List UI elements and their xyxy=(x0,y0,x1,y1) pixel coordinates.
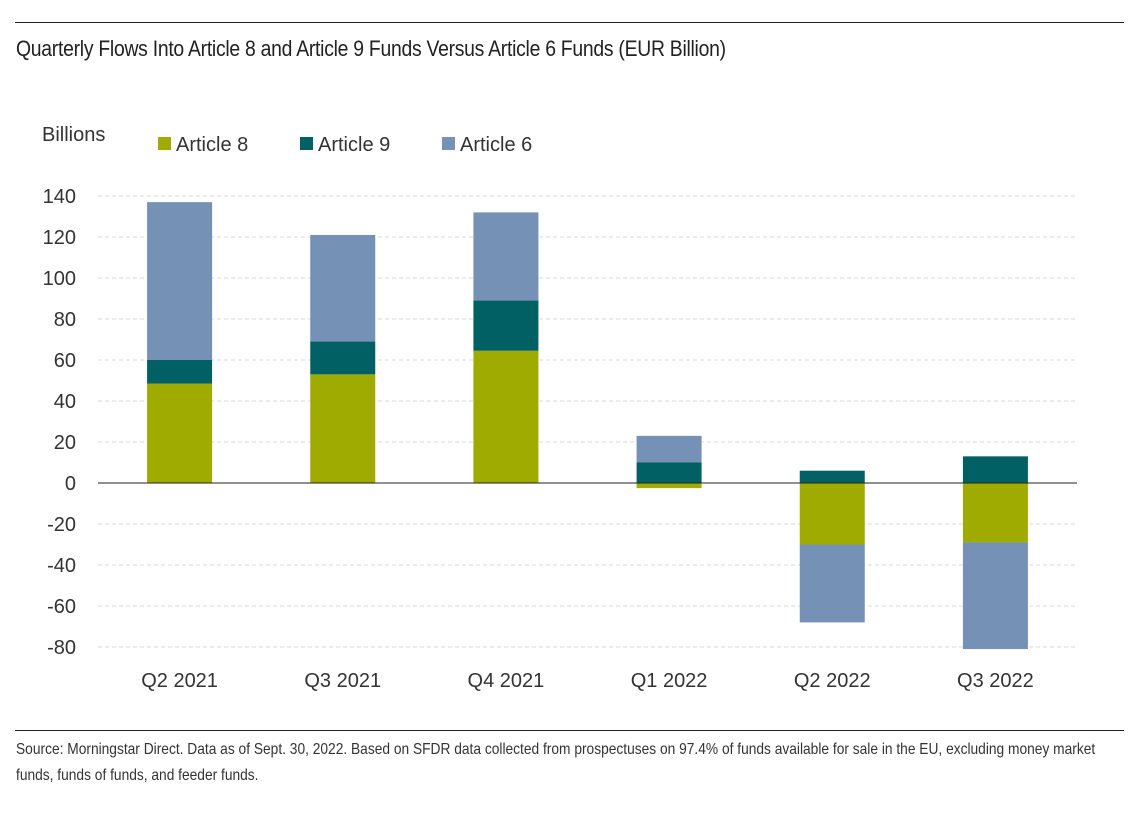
bottom-rule xyxy=(15,730,1124,731)
legend-swatch-1 xyxy=(158,137,171,150)
x-tick-label: Q3 2021 xyxy=(304,670,381,692)
source-note: Source: Morningstar Direct. Data as of S… xyxy=(16,741,1096,784)
bars xyxy=(147,202,1028,650)
bar-article-9-q2-2022 xyxy=(799,470,865,483)
legend: Article 8 Article 9 Article 6 xyxy=(158,134,532,156)
y-tick-label: 100 xyxy=(43,268,76,290)
bar-article-9-q3-2022 xyxy=(962,456,1028,483)
x-tick-label: Q3 2022 xyxy=(957,670,1034,692)
legend-label-3: Article 6 xyxy=(460,134,532,156)
bar-article-8-q3-2021 xyxy=(310,374,376,483)
bar-article-6-q3-2022 xyxy=(962,542,1028,650)
bar-article-9-q3-2021 xyxy=(310,341,376,375)
bar-article-8-q2-2022 xyxy=(799,483,865,545)
bar-article-9-q1-2022 xyxy=(636,462,702,483)
legend-swatch-3 xyxy=(442,137,455,150)
bar-article-8-q2-2021 xyxy=(147,383,213,483)
y-tick-label: -20 xyxy=(47,514,76,536)
legend-label-1: Article 8 xyxy=(176,134,248,156)
legend-swatch-2 xyxy=(300,137,313,150)
y-tick-label: 20 xyxy=(54,432,76,454)
bar-article-9-q4-2021 xyxy=(473,300,539,351)
y-tick-label: -40 xyxy=(47,555,76,577)
chart-area: Billions Article 8 Article 9 Article 6 140… xyxy=(42,124,1077,692)
x-tick-label: Q1 2022 xyxy=(631,670,708,692)
bar-article-6-q3-2021 xyxy=(310,234,376,342)
y-tick-label: -80 xyxy=(47,637,76,659)
bar-article-6-q1-2022 xyxy=(636,435,702,463)
y-tick-label: 80 xyxy=(54,309,76,331)
y-tick-label: 0 xyxy=(65,473,76,495)
bar-article-6-q4-2021 xyxy=(473,212,539,301)
legend-label-2: Article 9 xyxy=(318,134,390,156)
x-axis-ticks: Q2 2021 Q3 2021 Q4 2021 Q1 2022 Q2 2022 Q3 20… xyxy=(141,670,1034,692)
y-axis-label: Billions xyxy=(42,124,105,146)
bar-article-8-q4-2021 xyxy=(473,350,539,483)
bar-article-9-q2-2021 xyxy=(147,360,213,384)
y-tick-label: 120 xyxy=(43,227,76,249)
y-tick-label: 40 xyxy=(54,391,76,413)
chart-title: Quarterly Flows Into Article 8 and Artic… xyxy=(16,36,726,61)
bar-article-8-q1-2022 xyxy=(636,483,702,489)
bar-article-6-q2-2021 xyxy=(147,202,213,360)
y-tick-label: 140 xyxy=(43,186,76,208)
bar-article-8-q3-2022 xyxy=(962,483,1028,543)
y-tick-label: 60 xyxy=(54,350,76,372)
x-tick-label: Q4 2021 xyxy=(468,670,545,692)
top-rule xyxy=(15,22,1124,23)
y-axis-ticks: 140 120 100 80 60 40 20 0 -20 -40 -60 -80 xyxy=(43,186,76,659)
gridlines xyxy=(98,195,1077,648)
x-tick-label: Q2 2022 xyxy=(794,670,871,692)
x-tick-label: Q2 2021 xyxy=(141,670,218,692)
bar-article-6-q2-2022 xyxy=(799,544,865,623)
y-tick-label: -60 xyxy=(47,596,76,618)
